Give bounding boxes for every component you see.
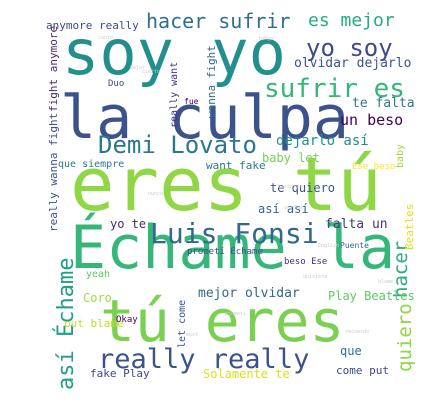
- cloud-word: sé: [376, 61, 383, 67]
- cloud-word: falta un: [325, 217, 388, 232]
- cloud-word: Coro: [83, 291, 112, 305]
- cloud-word: mejor olvidar: [198, 286, 300, 301]
- cloud-word: fake Play: [90, 367, 150, 380]
- cloud-word: eres tú: [70, 142, 382, 228]
- cloud-word: Play Beatles: [328, 289, 415, 303]
- cloud-word: anymore really: [46, 19, 139, 32]
- cloud-word: tú eres: [100, 287, 345, 355]
- cloud-word: yo soy: [306, 34, 393, 62]
- cloud-word: baby: [395, 143, 406, 168]
- cloud-word: canto: [98, 35, 114, 41]
- cloud-word: put blame: [64, 317, 124, 330]
- cloud-word: Demi Lovato: [98, 131, 257, 159]
- cloud-word: Okay: [116, 315, 138, 325]
- cloud-word: really want: [169, 61, 180, 128]
- cloud-word: historia: [278, 184, 303, 190]
- cloud-word: fight anymore: [47, 25, 60, 112]
- cloud-word: la culpa: [60, 83, 349, 153]
- cloud-word: English: [318, 243, 340, 249]
- cloud-word: soy yo: [62, 16, 286, 89]
- cloud-word: te falta: [352, 96, 415, 111]
- cloud-word: nunca: [148, 191, 164, 197]
- cloud-word: prometí Échame: [187, 247, 263, 257]
- cloud-word: Échame la: [70, 213, 396, 283]
- cloud-word: un beso: [340, 111, 404, 129]
- cloud-word: te quiero: [270, 181, 336, 195]
- cloud-word: really really: [98, 344, 310, 375]
- cloud-word: sufrir es: [264, 74, 405, 104]
- cloud-word: Ese beso: [352, 162, 396, 172]
- cloud-word: baby let: [262, 151, 320, 165]
- cloud-word: hacer sufrir: [146, 9, 291, 33]
- cloud-word: mejor: [130, 65, 146, 71]
- cloud-word: let come: [177, 299, 188, 348]
- cloud-word: blame: [378, 279, 394, 285]
- cloud-word: quisiera: [303, 274, 328, 280]
- cloud-word: wanna fight: [205, 45, 218, 118]
- cloud-word: es mejor: [308, 10, 395, 31]
- cloud-word: really wanna fight: [47, 112, 60, 232]
- cloud-word: dejarlo así: [276, 133, 369, 149]
- cloud-word: yeah: [86, 269, 111, 280]
- cloud-word: cierto: [142, 69, 161, 75]
- cloud-word: prometí: [225, 311, 247, 317]
- cloud-word: así así: [258, 202, 309, 216]
- cloud-word: beso Ese: [284, 257, 328, 267]
- cloud-word: want fake: [206, 159, 266, 172]
- cloud-word: Duo: [108, 79, 125, 89]
- cloud-word: recuerdo: [345, 329, 370, 335]
- cloud-word: tenga: [258, 36, 274, 42]
- cloud-word: que siempre: [58, 159, 125, 170]
- cloud-word: Solamente te: [203, 367, 290, 381]
- cloud-word: yo te: [110, 217, 147, 231]
- cloud-word: quiero: [394, 303, 416, 372]
- cloud-word: come put: [336, 364, 389, 377]
- cloud-word: verdad: [284, 205, 303, 211]
- cloud-word: olvidar dejarlo: [294, 56, 412, 71]
- cloud-word: fue: [184, 97, 199, 106]
- cloud-word: Beatles: [403, 203, 416, 250]
- cloud-word: must: [186, 332, 199, 338]
- cloud-word: Puente: [340, 241, 369, 250]
- cloud-word: Luis Fonsi: [150, 217, 319, 250]
- cloud-word: que: [340, 344, 362, 358]
